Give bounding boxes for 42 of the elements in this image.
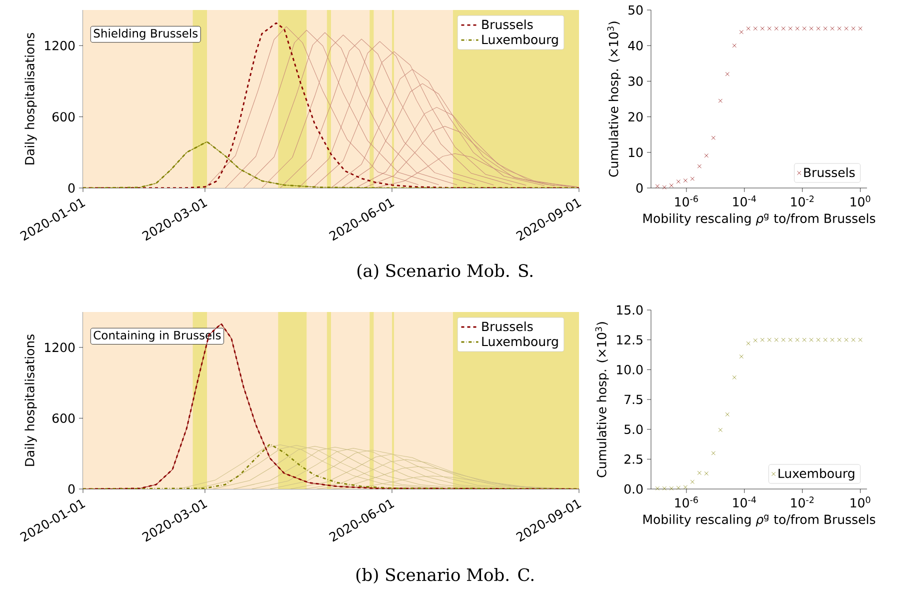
x-tick-label: 10$^{-6}$ [675,196,698,207]
x-axis-title: Mobility rescaling ρ$^{g}$ to/from Brussels [643,514,876,527]
legend-label: Brussels [482,20,533,30]
y-tick-label: 10.0 [617,364,643,374]
y-axis-title: Daily hospitalisations [24,32,37,164]
y-tick-label: 7.5 [624,394,642,404]
legend-label: Luxembourg [482,34,558,47]
y-tick-label: 2.5 [624,454,642,464]
y-tick-label: 15.0 [617,305,643,315]
y-tick-label: 30 [628,76,643,86]
text: (a) Scenario Mob. S. [357,264,532,280]
x-tick-label: 10$^{-2}$ [791,496,814,508]
x-tick-label: 10$^{-4}$ [733,496,756,508]
y-tick-label: 600 [52,112,75,122]
text: (b) Scenario Mob. C. [356,568,534,584]
legend-label: Luxembourg [778,468,854,481]
annotation: Shielding Brussels [94,28,198,40]
y-tick-label: 1200 [45,342,75,352]
legend-label: Brussels [482,322,533,332]
y-tick-label: 600 [52,413,75,423]
y-axis-title: Cumulative hosp. (×10$^{3}$) [595,322,609,478]
y-axis-title: Daily hospitalisations [24,334,37,466]
y-tick-label: 0.0 [624,484,643,494]
x-tick-label: 10$^{-2}$ [791,196,814,207]
x-tick-label: 10$^{0}$ [850,496,870,508]
y-axis-title: Cumulative hosp. (×10$^{3}$) [607,22,621,177]
y-tick-label: 0 [636,183,643,193]
y-tick-label: 1200 [45,40,75,50]
legend-label: Luxembourg [482,336,558,349]
y-tick-label: 0 [68,183,75,193]
y-tick-label: 10 [628,148,643,158]
y-tick-label: 20 [628,112,643,122]
legend-label: Brussels [804,167,855,178]
x-tick-label: 10$^{-6}$ [675,496,698,508]
x-axis-title: Mobility rescaling ρ$^{g}$ to/from Brussels [643,213,876,226]
x-tick-label: 10$^{-4}$ [733,196,756,206]
x-tick-label: 10$^{0}$ [850,196,870,207]
y-tick-label: 12.5 [617,335,642,345]
y-tick-label: 50 [628,5,643,15]
y-tick-label: 40 [628,40,643,50]
y-tick-label: 0 [68,484,75,494]
y-tick-label: 5.0 [624,424,643,434]
